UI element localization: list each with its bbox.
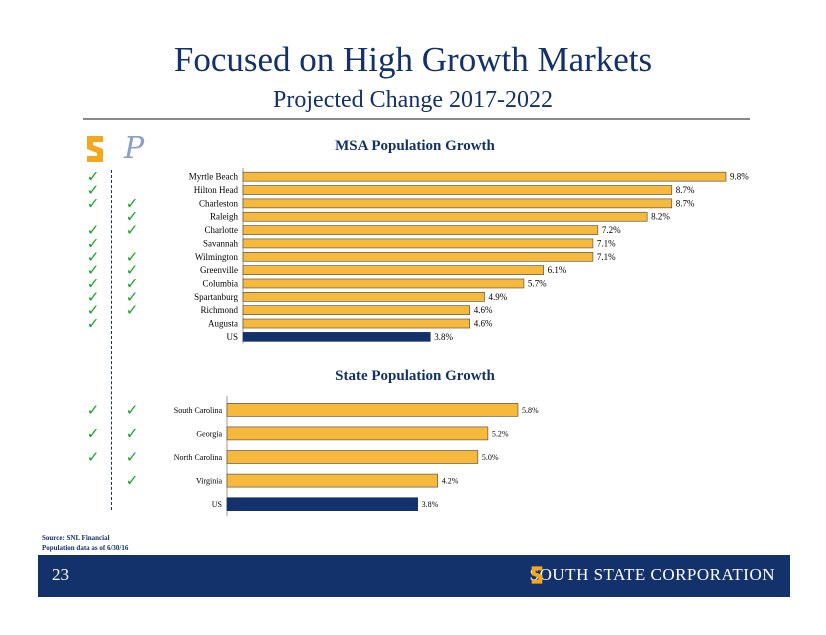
chart-0-category-label: Myrtle Beach <box>189 172 239 182</box>
chart-1-value-label: 5.8% <box>522 406 539 415</box>
checkmark-column-divider <box>111 170 112 510</box>
chart-0-category-label: Savannah <box>203 238 238 248</box>
chart-0-bar <box>242 238 594 249</box>
chart-1-category-label: US <box>212 500 222 509</box>
check-icon: ✓ <box>126 301 139 319</box>
chart-0-category-label: Greenville <box>200 265 238 275</box>
check-icon: ✓ <box>126 221 139 239</box>
check-icon: ✓ <box>87 424 100 442</box>
chart-0-bar <box>242 305 471 315</box>
chart-1-value-label: 3.8% <box>422 500 439 509</box>
chart-0-bar <box>242 278 525 289</box>
check-icon: ✓ <box>87 288 100 306</box>
check-icon: ✓ <box>87 315 100 333</box>
chart-0-bar <box>242 225 599 235</box>
chart-0-category-label: Raleigh <box>210 212 238 222</box>
check-icon: ✓ <box>87 401 100 419</box>
population-date-line: Population data as of 6/30/16 <box>42 544 129 552</box>
check-icon: ✓ <box>126 208 139 226</box>
chart-1-category-label: North Carolina <box>174 453 223 462</box>
chart-0-value-label: 8.2% <box>651 212 670 222</box>
chart-1-bar <box>226 473 439 488</box>
chart-0-bar <box>242 265 544 275</box>
chart-0-category-label: Charleston <box>199 198 238 208</box>
state-chart-title: State Population Growth <box>335 368 495 384</box>
chart-0-category-label: Charlotte <box>205 225 239 235</box>
chart-0-value-label: 4.9% <box>489 292 508 302</box>
chart-1-bar <box>226 450 479 464</box>
check-icon: ✓ <box>87 274 100 292</box>
msa-chart-title: MSA Population Growth <box>335 138 495 154</box>
source-note: Source: SNL Financial Population data as… <box>42 533 128 553</box>
source-line: Source: SNL Financial <box>42 534 110 542</box>
chart-0-bar <box>242 171 727 182</box>
chart-0-bar <box>242 185 673 195</box>
p-logo-icon: P <box>124 131 145 166</box>
chart-0-category-label: Spartanburg <box>194 292 238 302</box>
chart-0-value-label: 7.1% <box>597 238 616 248</box>
chart-0-category-label: Columbia <box>203 278 239 288</box>
south-state-s-logo-icon <box>87 136 103 162</box>
chart-0-category-label: Hilton Head <box>194 185 239 195</box>
check-icon: ✓ <box>126 424 139 442</box>
check-icon: ✓ <box>126 472 139 490</box>
check-icon: ✓ <box>126 401 139 419</box>
chart-1-category-label: Virginia <box>196 477 222 486</box>
check-icon: ✓ <box>126 288 139 306</box>
chart-0-value-label: 8.7% <box>676 185 695 195</box>
chart-0-value-label: 4.6% <box>474 319 493 329</box>
check-icon: ✓ <box>87 181 100 199</box>
brand-s-icon <box>531 566 543 584</box>
chart-1-category-label: Georgia <box>196 429 222 438</box>
check-icon: ✓ <box>126 261 139 279</box>
check-icon: ✓ <box>87 301 100 319</box>
chart-0-category-label: US <box>226 332 238 342</box>
chart-0-category-label: Richmond <box>201 305 239 315</box>
check-icon: ✓ <box>126 194 139 212</box>
chart-0-bar <box>242 198 673 209</box>
chart-1-bar <box>226 497 418 512</box>
chart-0-value-label: 7.1% <box>597 252 616 262</box>
chart-0-category-label: Wilmington <box>195 252 239 262</box>
chart-0-value-label: 8.7% <box>676 198 695 208</box>
chart-0-value-label: 5.7% <box>528 278 547 288</box>
check-icon: ✓ <box>87 261 100 279</box>
chart-1-value-label: 4.2% <box>442 477 459 486</box>
chart-0-value-label: 4.6% <box>474 305 493 315</box>
chart-0-bar <box>242 211 648 222</box>
chart-1-value-label: 5.2% <box>492 429 509 438</box>
check-icon: ✓ <box>87 234 100 252</box>
chart-0-bar <box>242 292 485 302</box>
chart-0-category-label: Augusta <box>208 319 238 329</box>
footer-bar: 23 SOUTH STATE CORPORATION <box>38 555 790 597</box>
chart-0-value-label: 7.2% <box>602 225 621 235</box>
check-icon: ✓ <box>87 221 100 239</box>
chart-1-bar <box>226 402 519 417</box>
brand-logo: SOUTH STATE CORPORATION <box>530 565 775 585</box>
check-icon: ✓ <box>126 274 139 292</box>
chart-0-bar <box>242 251 594 262</box>
title-divider <box>83 118 750 120</box>
page-number: 23 <box>52 565 69 584</box>
check-icon: ✓ <box>87 248 100 266</box>
chart-0-value-label: 3.8% <box>434 332 453 342</box>
check-icon: ✓ <box>126 448 139 466</box>
check-icon: ✓ <box>87 194 100 212</box>
chart-1-category-label: South Carolina <box>174 406 223 415</box>
chart-0-value-label: 6.1% <box>548 265 567 275</box>
chart-1-bar <box>226 426 489 441</box>
chart-0-bar <box>242 332 431 342</box>
page-subtitle: Projected Change 2017-2022 <box>273 87 553 113</box>
check-icon: ✓ <box>87 168 100 186</box>
chart-0-bar <box>242 318 471 329</box>
brand-name: SOUTH STATE CORPORATION <box>529 565 775 584</box>
chart-1-value-label: 5.0% <box>482 453 499 462</box>
check-icon: ✓ <box>126 248 139 266</box>
page-title: Focused on High Growth Markets <box>173 40 653 79</box>
check-icon: ✓ <box>87 448 100 466</box>
chart-0-value-label: 9.8% <box>730 172 749 182</box>
